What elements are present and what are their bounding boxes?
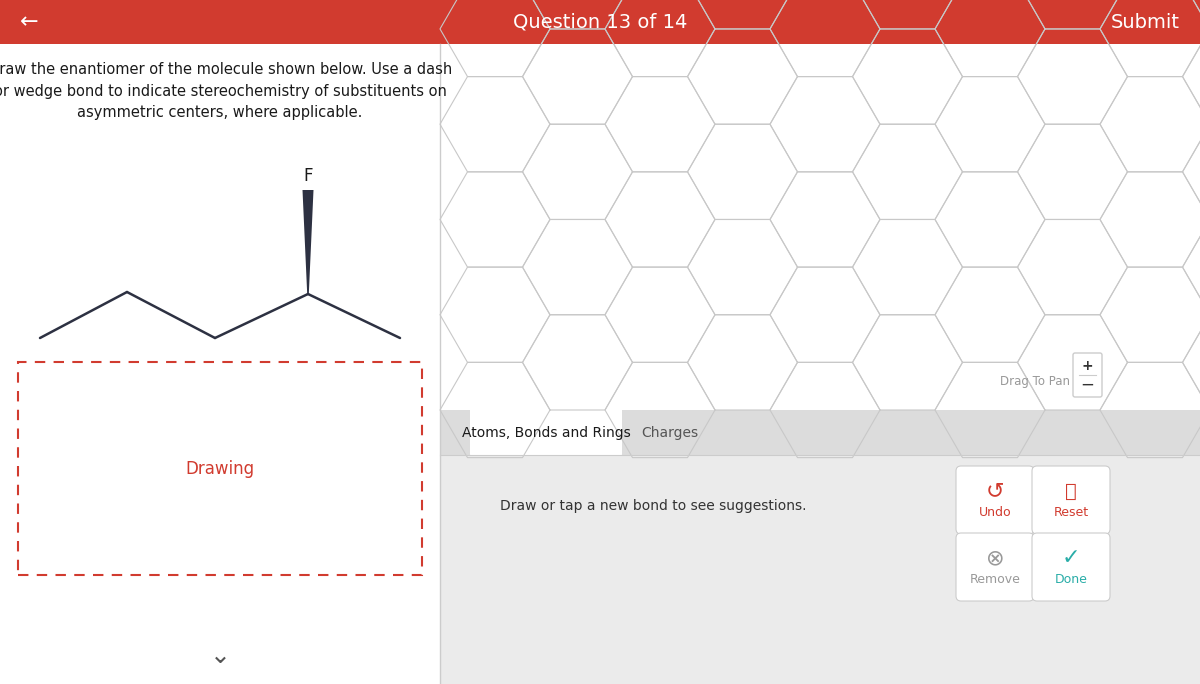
Bar bbox=[440, 410, 1200, 684]
Text: Drawing: Drawing bbox=[186, 460, 254, 477]
Bar bbox=[440, 44, 1200, 410]
Text: Remove: Remove bbox=[970, 573, 1020, 586]
FancyBboxPatch shape bbox=[1032, 466, 1110, 534]
Text: Drag To Pan: Drag To Pan bbox=[1000, 375, 1070, 388]
Text: ⌄: ⌄ bbox=[210, 644, 230, 668]
Text: Atoms, Bonds and Rings: Atoms, Bonds and Rings bbox=[462, 425, 630, 440]
Text: 🗑: 🗑 bbox=[1066, 482, 1076, 501]
FancyBboxPatch shape bbox=[470, 405, 622, 456]
Bar bbox=[0, 0, 1200, 44]
Text: ←: ← bbox=[20, 12, 38, 32]
FancyBboxPatch shape bbox=[1073, 353, 1102, 397]
Text: ✓: ✓ bbox=[1062, 549, 1080, 568]
Text: +: + bbox=[1081, 359, 1093, 373]
FancyBboxPatch shape bbox=[956, 466, 1034, 534]
Text: Done: Done bbox=[1055, 573, 1087, 586]
Text: Reset: Reset bbox=[1054, 506, 1088, 519]
Bar bbox=[440, 410, 1200, 455]
Bar bbox=[440, 455, 1200, 684]
Text: Submit: Submit bbox=[1111, 12, 1180, 31]
Text: Undo: Undo bbox=[979, 506, 1012, 519]
Bar bbox=[0, 44, 440, 684]
FancyBboxPatch shape bbox=[956, 533, 1034, 601]
Text: Draw the enantiomer of the molecule shown below. Use a dash
or wedge bond to ind: Draw the enantiomer of the molecule show… bbox=[0, 62, 452, 120]
Text: F: F bbox=[304, 167, 313, 185]
Text: −: − bbox=[1080, 376, 1094, 394]
Text: ⊗: ⊗ bbox=[985, 549, 1004, 568]
Text: ↺: ↺ bbox=[985, 482, 1004, 501]
Text: Question 13 of 14: Question 13 of 14 bbox=[512, 12, 688, 31]
FancyBboxPatch shape bbox=[1032, 533, 1110, 601]
Text: Charges: Charges bbox=[642, 425, 698, 440]
Polygon shape bbox=[302, 190, 313, 294]
Text: Draw or tap a new bond to see suggestions.: Draw or tap a new bond to see suggestion… bbox=[500, 499, 806, 513]
